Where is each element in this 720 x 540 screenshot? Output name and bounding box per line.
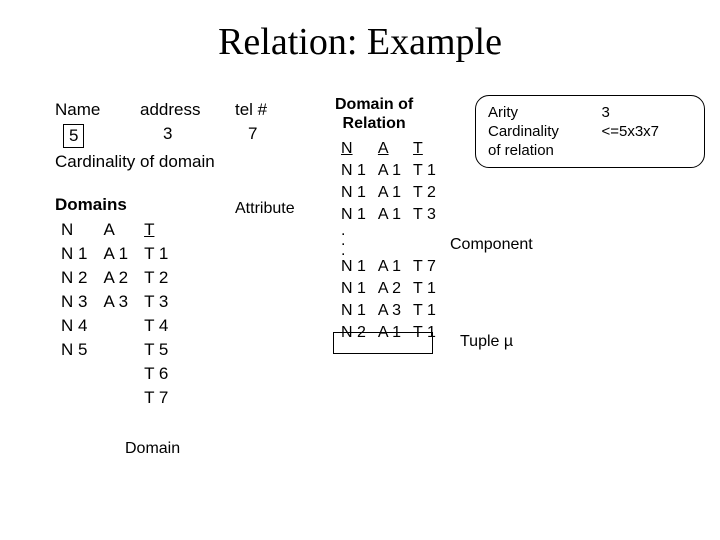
name-value-box: 5 bbox=[63, 124, 84, 148]
domain-label: Domain bbox=[125, 440, 180, 458]
header-tel: tel # bbox=[235, 100, 267, 120]
domains-label: Domains bbox=[55, 195, 127, 215]
tuple-label: Tuple µ bbox=[460, 333, 513, 351]
relation-table: N A T N 1A 1T 1 N 1A 1T 2 N 1A 1T 3 . . … bbox=[335, 138, 442, 344]
attribute-label: Attribute bbox=[235, 200, 295, 218]
tuple-box bbox=[333, 332, 433, 354]
header-name: Name bbox=[55, 100, 100, 120]
domains-table: N A T N 1A 1T 1 N 2A 2T 2 N 3A 3T 3 N 4T… bbox=[53, 218, 176, 410]
tel-value: 7 bbox=[248, 124, 257, 144]
arity-value: 3 bbox=[601, 104, 692, 121]
arity-cardinality-box: Arity 3 Cardinality <=5x3x7 of relation bbox=[475, 95, 705, 168]
cardinality-value: <=5x3x7 bbox=[601, 123, 692, 140]
domain-of-relation-label: Domain of Relation bbox=[335, 95, 413, 133]
domains-head-n: N bbox=[53, 218, 95, 242]
component-label: Component bbox=[450, 236, 533, 254]
arity-label: Arity bbox=[488, 104, 599, 121]
header-address: address bbox=[140, 100, 200, 120]
domains-head-a: A bbox=[95, 218, 136, 242]
slide-title: Relation: Example bbox=[0, 20, 720, 64]
cardinality-label: Cardinality bbox=[488, 123, 599, 140]
of-relation-label: of relation bbox=[488, 142, 692, 159]
address-value: 3 bbox=[163, 124, 172, 144]
cardinality-of-domain-label: Cardinality of domain bbox=[55, 152, 215, 172]
domains-head-t: T bbox=[136, 218, 176, 242]
